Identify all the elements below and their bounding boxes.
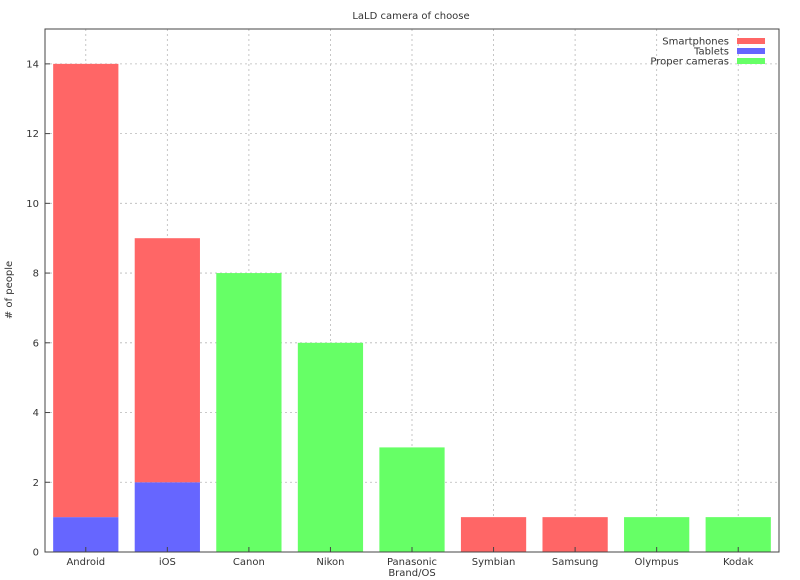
y-tick-labels: 0 2 4 6 8 10 12 14 (26, 59, 50, 559)
y-tick-label: 2 (33, 478, 39, 489)
legend-swatch (737, 58, 765, 64)
x-axis-label: Brand/OS (388, 568, 435, 579)
bar-panasonic-proper-cameras (379, 447, 445, 552)
bars (53, 63, 771, 552)
x-tick-label: iOS (159, 557, 176, 568)
bar-ios-smartphones (134, 238, 200, 483)
x-tick-label: Panasonic (387, 557, 437, 568)
x-tick-label: Android (66, 557, 105, 568)
bar-android-tablets (53, 517, 119, 552)
bar-canon-proper-cameras (216, 273, 282, 552)
y-tick-label: 10 (26, 199, 39, 210)
bar-symbian-smartphones (460, 517, 527, 552)
bar-olympus-proper-cameras (624, 517, 690, 552)
legend-label: Smartphones (662, 37, 729, 48)
x-tick-label: Olympus (635, 557, 679, 568)
y-tick-label: 8 (33, 269, 39, 280)
bar-android-smartphones (53, 63, 119, 518)
legend-swatch (737, 38, 765, 44)
y-tick-label: 4 (33, 408, 39, 419)
chart-title: LaLD camera of choose (352, 11, 469, 22)
x-tick-label: Nikon (316, 557, 344, 568)
y-tick-label: 0 (33, 548, 39, 559)
legend-label: Tablets (693, 47, 729, 58)
bar-ios-tablets (134, 482, 200, 552)
bar-samsung-smartphones (542, 517, 608, 552)
x-tick-label: Kodak (723, 557, 754, 568)
y-tick-label: 14 (26, 59, 39, 70)
bar-nikon-proper-cameras (297, 342, 364, 552)
x-tick-labels: Android iOS Canon Nikon Panasonic Symbian Sams… (66, 547, 754, 568)
y-tick-label: 6 (33, 338, 39, 349)
y-tick-label: 12 (26, 129, 39, 140)
x-tick-label: Symbian (472, 557, 516, 568)
x-tick-label: Canon (233, 557, 265, 568)
legend-label: Proper cameras (650, 57, 729, 68)
bar-kodak-proper-cameras (705, 517, 771, 552)
y-axis-label: # of people (4, 261, 15, 319)
legend-swatch (737, 48, 765, 54)
x-tick-label: Samsung (552, 557, 598, 568)
